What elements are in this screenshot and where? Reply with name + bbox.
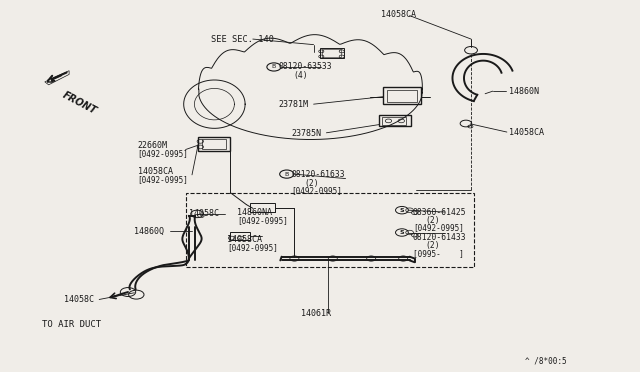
Text: [0492-0995]: [0492-0995] xyxy=(291,186,342,195)
Bar xyxy=(202,139,226,149)
Bar xyxy=(383,87,421,104)
Text: 14058CA: 14058CA xyxy=(509,128,544,137)
Text: FRONT: FRONT xyxy=(61,90,99,116)
Bar xyxy=(198,137,230,151)
Text: [0492-0995]: [0492-0995] xyxy=(227,243,278,252)
Text: TO AIR DUCT: TO AIR DUCT xyxy=(42,320,100,329)
Bar xyxy=(320,48,344,58)
Text: 14058CA: 14058CA xyxy=(227,235,262,244)
Text: [0492-0995]: [0492-0995] xyxy=(413,224,463,232)
Bar xyxy=(382,117,406,125)
Text: (2): (2) xyxy=(304,179,319,187)
Text: (4): (4) xyxy=(293,71,308,80)
Bar xyxy=(322,49,341,57)
Bar xyxy=(230,232,250,240)
Text: (2): (2) xyxy=(426,216,440,225)
Text: S: S xyxy=(399,208,404,213)
Circle shape xyxy=(399,256,408,261)
Text: 14058CA: 14058CA xyxy=(138,167,173,176)
Text: 08360-61425: 08360-61425 xyxy=(413,208,467,217)
Text: SEE SEC. 140: SEE SEC. 140 xyxy=(211,35,274,44)
Text: [0995-    ]: [0995- ] xyxy=(413,249,463,258)
Text: [0492-0995]: [0492-0995] xyxy=(138,175,188,184)
Circle shape xyxy=(290,256,299,261)
Text: 23785N: 23785N xyxy=(291,129,321,138)
Text: S: S xyxy=(399,230,404,235)
Text: 14860NA: 14860NA xyxy=(237,208,272,217)
Circle shape xyxy=(367,256,376,261)
Text: 08120-61433: 08120-61433 xyxy=(413,233,467,242)
Text: 14058CA: 14058CA xyxy=(381,10,416,19)
Text: ^ /8*00:5: ^ /8*00:5 xyxy=(525,356,566,365)
Text: [0492-0995]: [0492-0995] xyxy=(237,216,287,225)
Text: 08120-61633: 08120-61633 xyxy=(291,170,345,179)
Bar xyxy=(387,90,417,102)
Text: 08120-63533: 08120-63533 xyxy=(278,62,332,71)
Text: (2): (2) xyxy=(426,241,440,250)
Text: 22660M: 22660M xyxy=(138,141,168,150)
Text: 14860N: 14860N xyxy=(509,87,539,96)
Text: 14058C: 14058C xyxy=(64,295,94,304)
Text: B: B xyxy=(272,64,276,70)
Bar xyxy=(379,115,411,126)
Text: 14860Q: 14860Q xyxy=(134,227,164,236)
Text: B: B xyxy=(285,171,289,177)
Text: [0492-0995]: [0492-0995] xyxy=(138,149,188,158)
Bar xyxy=(250,203,275,212)
Text: 14058C: 14058C xyxy=(189,209,219,218)
Circle shape xyxy=(328,256,337,261)
Text: 14061R: 14061R xyxy=(301,309,331,318)
Text: 23781M: 23781M xyxy=(278,100,308,109)
Polygon shape xyxy=(45,71,69,85)
Bar xyxy=(186,193,474,267)
